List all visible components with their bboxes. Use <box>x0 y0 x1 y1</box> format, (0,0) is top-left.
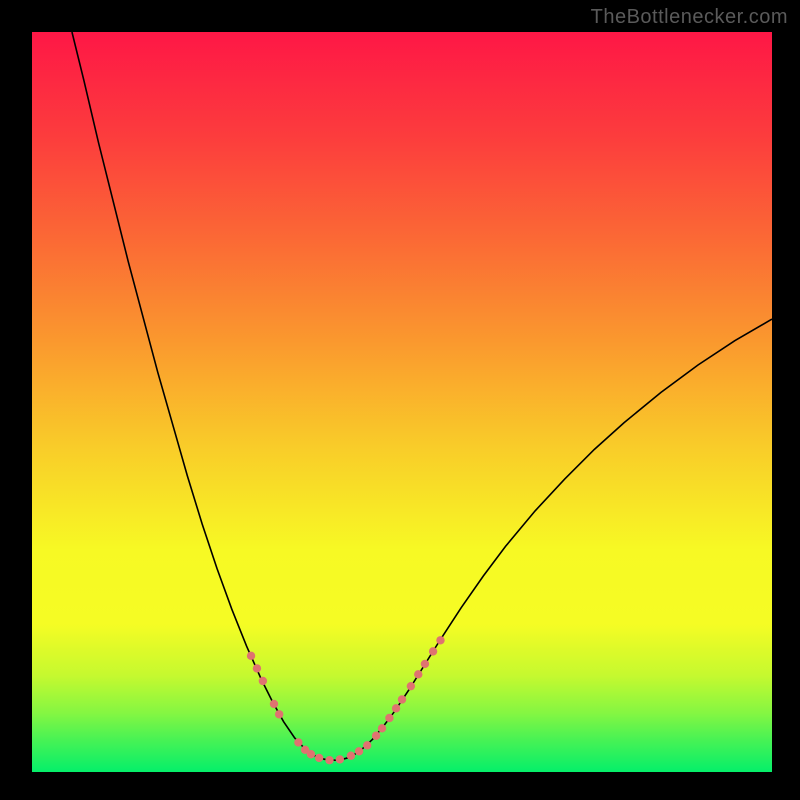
data-marker <box>421 660 429 668</box>
data-marker <box>325 756 333 764</box>
plot-area <box>32 32 772 772</box>
data-marker <box>363 741 371 749</box>
data-marker <box>372 732 380 740</box>
data-marker <box>275 710 283 718</box>
data-marker <box>253 664 261 672</box>
data-marker <box>392 704 400 712</box>
data-marker <box>247 652 255 660</box>
data-marker <box>407 682 415 690</box>
data-marker <box>347 752 355 760</box>
data-marker <box>436 636 444 644</box>
data-marker <box>270 700 278 708</box>
watermark-text: TheBottlenecker.com <box>591 6 788 29</box>
data-marker <box>259 677 267 685</box>
data-marker <box>414 670 422 678</box>
data-markers <box>32 32 772 772</box>
data-marker <box>398 695 406 703</box>
data-marker <box>378 724 386 732</box>
data-marker <box>429 647 437 655</box>
data-marker <box>385 714 393 722</box>
data-marker <box>355 747 363 755</box>
data-marker <box>336 755 344 763</box>
data-marker <box>315 754 323 762</box>
data-marker <box>307 750 315 758</box>
data-marker <box>294 738 302 746</box>
